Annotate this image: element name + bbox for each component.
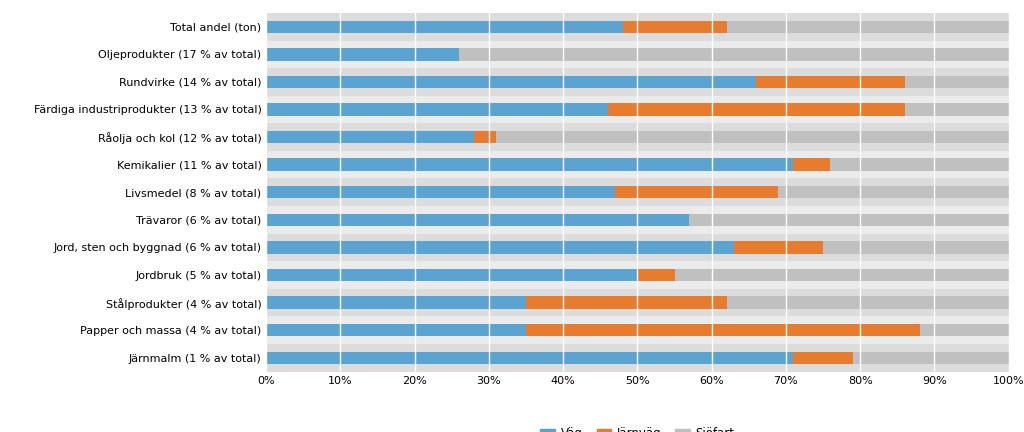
Bar — [266, 269, 637, 281]
Bar — [905, 76, 1009, 88]
Bar — [266, 178, 1009, 206]
Bar — [266, 48, 459, 60]
Bar — [266, 13, 1009, 41]
Bar — [266, 21, 623, 33]
Bar — [266, 324, 526, 337]
Bar — [266, 123, 1009, 151]
Bar — [905, 103, 1009, 116]
Bar — [497, 131, 1009, 143]
Bar — [830, 159, 1009, 171]
Bar — [637, 269, 675, 281]
Bar — [526, 296, 726, 309]
Bar — [266, 131, 474, 143]
Bar — [727, 296, 1009, 309]
Bar — [266, 234, 1009, 261]
Bar — [266, 96, 1009, 123]
Bar — [756, 76, 905, 88]
Bar — [474, 131, 497, 143]
Bar — [266, 213, 689, 226]
Bar — [266, 289, 1009, 316]
Legend: Väg, Järnväg, Sjöfart: Väg, Järnväg, Sjöfart — [536, 422, 739, 432]
Bar — [266, 352, 794, 364]
Bar — [266, 186, 615, 198]
Bar — [778, 186, 1009, 198]
Bar — [266, 261, 1009, 289]
Bar — [266, 76, 756, 88]
Bar — [623, 21, 727, 33]
Bar — [823, 241, 1009, 254]
Bar — [266, 316, 1009, 344]
Bar — [794, 159, 830, 171]
Bar — [266, 206, 1009, 234]
Bar — [266, 151, 1009, 178]
Bar — [615, 186, 778, 198]
Bar — [266, 103, 607, 116]
Bar — [526, 324, 920, 337]
Bar — [266, 41, 1009, 68]
Bar — [266, 159, 794, 171]
Bar — [794, 352, 853, 364]
Bar — [266, 68, 1009, 96]
Bar — [675, 269, 1009, 281]
Bar — [266, 241, 734, 254]
Bar — [734, 241, 823, 254]
Bar — [689, 213, 1009, 226]
Bar — [459, 48, 1009, 60]
Bar — [727, 21, 1009, 33]
Bar — [920, 324, 1009, 337]
Bar — [607, 103, 905, 116]
Bar — [266, 344, 1009, 372]
Bar — [853, 352, 1009, 364]
Bar — [266, 296, 526, 309]
